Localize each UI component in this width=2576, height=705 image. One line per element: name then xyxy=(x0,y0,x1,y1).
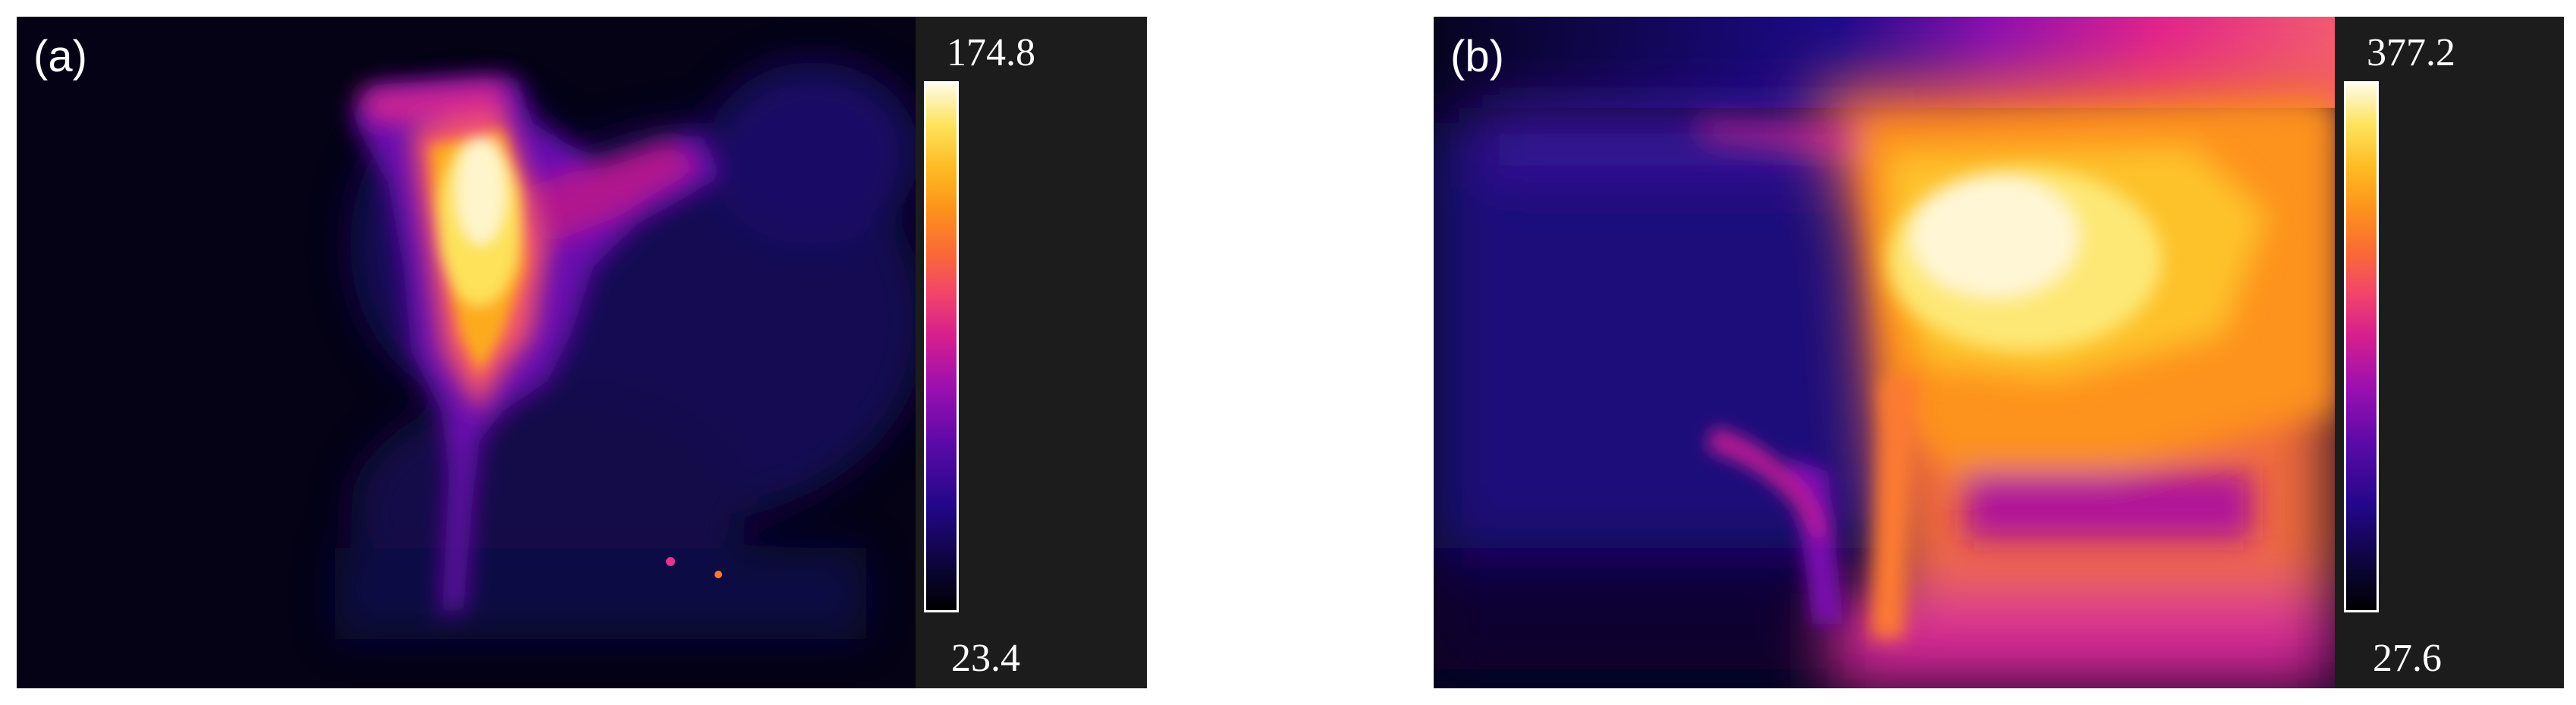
colorbar-b xyxy=(2344,81,2379,612)
thermal-plume-a xyxy=(335,62,916,639)
colorbar-min-a: 23.4 xyxy=(951,637,1020,680)
thermal-panel-a: (a) 174.8 23.4 xyxy=(17,17,1147,688)
thermal-image-a xyxy=(17,17,916,688)
panel-label-a: (a) xyxy=(33,32,87,81)
colorbar-max-b: 377.2 xyxy=(2367,31,2455,74)
colorbar-max-a: 174.8 xyxy=(947,31,1035,74)
thermal-plume-b xyxy=(1434,17,2335,688)
thermal-image-b xyxy=(1434,17,2335,688)
colorbar-a xyxy=(924,81,959,612)
colorbar-min-b: 27.6 xyxy=(2373,637,2442,680)
panel-label-b: (b) xyxy=(1450,32,1504,81)
thermal-panel-b: (b) 377.2 27.6 xyxy=(1434,17,2564,688)
